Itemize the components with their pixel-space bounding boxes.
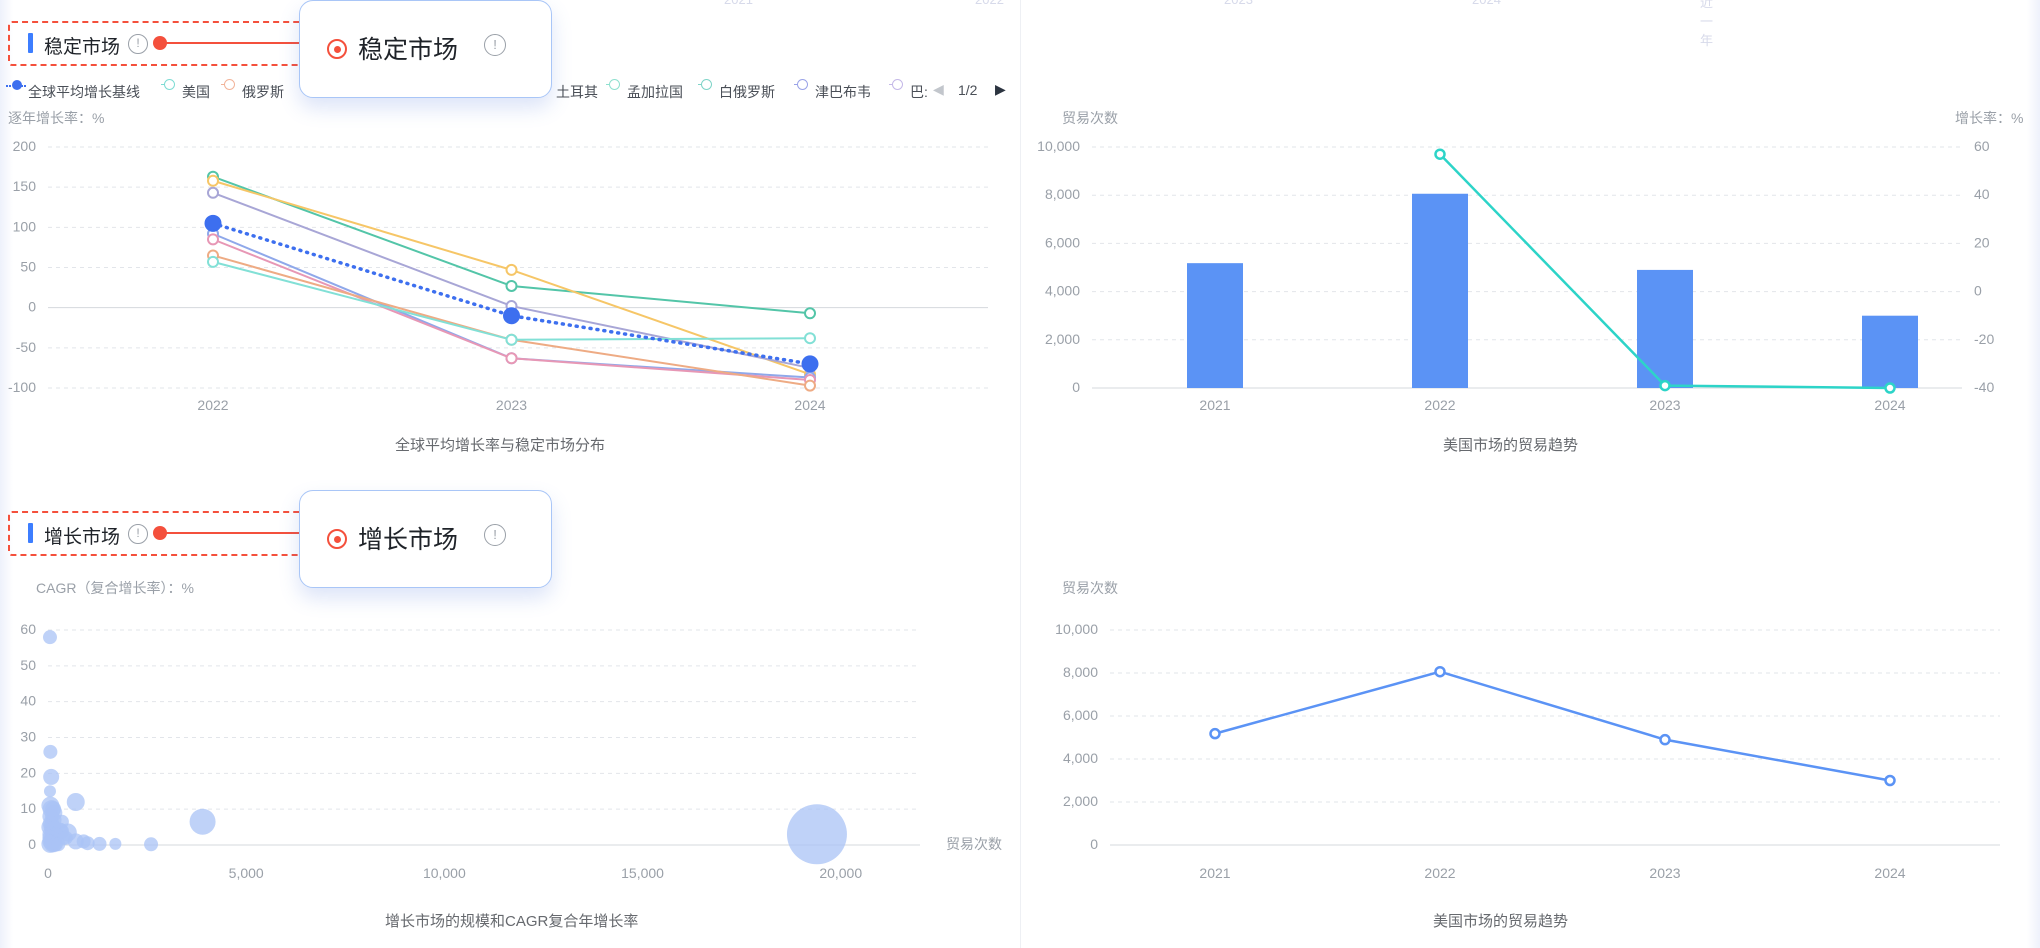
svg-text:0: 0 — [28, 299, 36, 315]
svg-text:2023: 2023 — [496, 397, 527, 413]
svg-text:20,000: 20,000 — [819, 865, 862, 881]
svg-text:0: 0 — [28, 836, 36, 852]
svg-text:0: 0 — [1974, 283, 1982, 299]
svg-text:2024: 2024 — [1874, 865, 1905, 881]
svg-text:4,000: 4,000 — [1063, 750, 1098, 766]
svg-text:-50: -50 — [16, 339, 36, 355]
svg-text:150: 150 — [13, 178, 37, 194]
svg-text:20: 20 — [1974, 234, 1990, 250]
svg-text:0: 0 — [1090, 836, 1098, 852]
svg-text:6,000: 6,000 — [1063, 707, 1098, 723]
svg-text:2021: 2021 — [1199, 865, 1230, 881]
svg-text:2022: 2022 — [1424, 865, 1455, 881]
svg-text:贸易次数: 贸易次数 — [946, 836, 1002, 852]
svg-text:20: 20 — [20, 764, 36, 780]
svg-text:200: 200 — [13, 138, 37, 154]
svg-text:10,000: 10,000 — [423, 865, 466, 881]
svg-text:10,000: 10,000 — [1055, 621, 1098, 637]
svg-text:2024: 2024 — [1874, 397, 1905, 413]
svg-text:8,000: 8,000 — [1063, 664, 1098, 680]
svg-text:15,000: 15,000 — [621, 865, 664, 881]
svg-text:50: 50 — [20, 657, 36, 673]
svg-text:-20: -20 — [1974, 331, 1994, 347]
svg-text:2024: 2024 — [794, 397, 825, 413]
svg-text:0: 0 — [1072, 379, 1080, 395]
svg-text:60: 60 — [1974, 138, 1990, 154]
svg-text:-40: -40 — [1974, 379, 1994, 395]
svg-text:5,000: 5,000 — [229, 865, 264, 881]
svg-text:2022: 2022 — [197, 397, 228, 413]
svg-text:100: 100 — [13, 218, 37, 234]
svg-text:60: 60 — [20, 621, 36, 637]
svg-text:10: 10 — [20, 800, 36, 816]
svg-text:30: 30 — [20, 729, 36, 745]
svg-text:8,000: 8,000 — [1045, 186, 1080, 202]
svg-text:0: 0 — [44, 865, 52, 881]
svg-text:10,000: 10,000 — [1037, 138, 1080, 154]
svg-text:2,000: 2,000 — [1045, 331, 1080, 347]
svg-text:-100: -100 — [8, 379, 36, 395]
svg-text:2022: 2022 — [1424, 397, 1455, 413]
svg-text:50: 50 — [20, 259, 36, 275]
svg-text:2,000: 2,000 — [1063, 793, 1098, 809]
svg-text:2023: 2023 — [1649, 865, 1680, 881]
svg-text:6,000: 6,000 — [1045, 234, 1080, 250]
svg-text:2021: 2021 — [1199, 397, 1230, 413]
svg-text:40: 40 — [1974, 186, 1990, 202]
svg-text:4,000: 4,000 — [1045, 283, 1080, 299]
svg-text:40: 40 — [20, 693, 36, 709]
svg-text:2023: 2023 — [1649, 397, 1680, 413]
